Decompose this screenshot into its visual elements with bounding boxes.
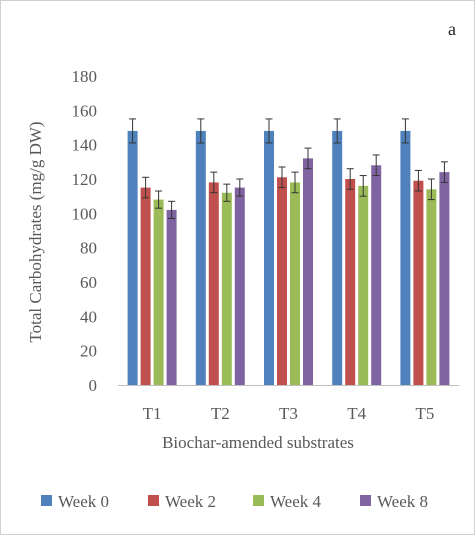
legend-label: Week 4 bbox=[270, 492, 322, 511]
legend-label: Week 0 bbox=[58, 492, 109, 511]
bar-t2-week-4 bbox=[221, 192, 232, 385]
error-bars-layer bbox=[129, 118, 448, 219]
bar-t5-week-0 bbox=[400, 130, 411, 385]
error-bar bbox=[440, 161, 448, 183]
panel-label: a bbox=[448, 19, 456, 39]
bar-t4-week-0 bbox=[332, 130, 343, 385]
bar-t3-week-2 bbox=[277, 177, 287, 385]
x-tick-label: T4 bbox=[347, 404, 366, 423]
bar-t3-week-4 bbox=[290, 182, 300, 385]
error-bar bbox=[223, 183, 231, 202]
category-labels: T1 T2 T3 T4 T5 bbox=[143, 404, 435, 423]
legend-swatch bbox=[41, 495, 52, 506]
error-bar bbox=[304, 147, 312, 170]
bar-t2-week-8 bbox=[234, 187, 245, 385]
y-tick-label: 60 bbox=[80, 273, 97, 292]
x-tick-label: T2 bbox=[211, 404, 230, 423]
error-bar bbox=[401, 118, 409, 144]
error-bar bbox=[129, 118, 137, 144]
bar-t4-week-8 bbox=[371, 165, 382, 385]
y-axis-ticks: 0 20 40 60 80 100 120 140 160 180 bbox=[72, 67, 98, 395]
error-bar bbox=[197, 118, 205, 144]
bar-t1-week-0 bbox=[127, 130, 138, 385]
bar-t4-week-2 bbox=[345, 179, 356, 385]
error-bar bbox=[372, 154, 380, 177]
error-bar bbox=[427, 178, 435, 201]
bar-t5-week-8 bbox=[439, 172, 450, 385]
legend: Week 0 Week 2 Week 4 Week 8 bbox=[41, 492, 428, 511]
y-axis-title: Total Carbohydrates (mg/g DW) bbox=[26, 121, 45, 342]
y-tick-label: 180 bbox=[72, 67, 98, 86]
error-bar bbox=[265, 118, 273, 144]
y-tick-label: 100 bbox=[72, 204, 98, 223]
legend-item: Week 8 bbox=[360, 492, 428, 511]
legend-swatch bbox=[360, 495, 371, 506]
error-bar bbox=[359, 175, 367, 197]
x-tick-label: T1 bbox=[143, 404, 162, 423]
error-bar bbox=[414, 169, 422, 192]
bar-t1-week-8 bbox=[166, 209, 177, 385]
y-tick-label: 160 bbox=[72, 101, 98, 120]
legend-swatch bbox=[253, 495, 264, 506]
legend-label: Week 2 bbox=[165, 492, 216, 511]
legend-item: Week 2 bbox=[148, 492, 216, 511]
bar-t4-week-4 bbox=[358, 185, 369, 385]
bar-t2-week-2 bbox=[208, 182, 219, 385]
legend-item: Week 0 bbox=[41, 492, 109, 511]
legend-label: Week 8 bbox=[377, 492, 428, 511]
x-tick-label: T5 bbox=[415, 404, 434, 423]
error-bar bbox=[210, 171, 218, 194]
bar-t2-week-0 bbox=[195, 130, 206, 385]
error-bar bbox=[168, 200, 176, 219]
x-axis-title: Biochar-amended substrates bbox=[162, 433, 354, 452]
bar-t3-week-8 bbox=[303, 158, 313, 385]
legend-item: Week 4 bbox=[253, 492, 322, 511]
y-tick-label: 40 bbox=[80, 307, 97, 326]
y-tick-label: 120 bbox=[72, 170, 98, 189]
error-bar bbox=[291, 171, 299, 194]
y-tick-label: 20 bbox=[80, 342, 97, 361]
y-tick-label: 0 bbox=[89, 376, 98, 395]
error-bar bbox=[155, 190, 163, 209]
error-bar bbox=[236, 178, 244, 197]
y-tick-label: 140 bbox=[72, 136, 98, 155]
legend-swatch bbox=[148, 495, 159, 506]
y-tick-label: 80 bbox=[80, 239, 97, 258]
bar-t3-week-0 bbox=[264, 130, 274, 385]
bar-t5-week-2 bbox=[413, 180, 424, 385]
bar-t1-week-4 bbox=[153, 199, 164, 385]
bar-t5-week-4 bbox=[426, 189, 437, 385]
error-bar bbox=[278, 166, 286, 189]
error-bar bbox=[333, 118, 341, 144]
bar-t1-week-2 bbox=[140, 187, 151, 385]
x-tick-label: T3 bbox=[279, 404, 298, 423]
error-bar bbox=[346, 168, 354, 190]
error-bar bbox=[142, 176, 150, 199]
bars-layer bbox=[127, 130, 450, 385]
